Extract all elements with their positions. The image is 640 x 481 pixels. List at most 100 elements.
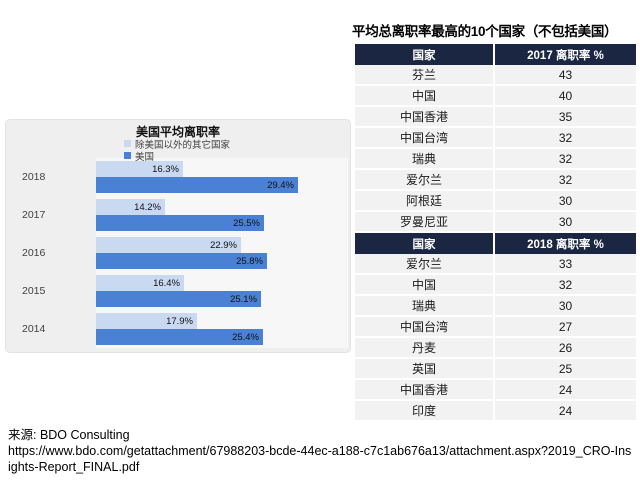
source-footer: 来源: BDO Consulting https://www.bdo.com/g…: [8, 427, 632, 475]
rate-cell: 33: [558, 256, 573, 271]
bar-us: 25.5%: [96, 215, 264, 231]
table-row: 英国 25: [355, 359, 636, 380]
bar-value-label: 29.4%: [267, 179, 294, 191]
bar-value-label: 14.2%: [134, 201, 161, 213]
rate-cell: 26: [558, 340, 573, 355]
country-cell: 瑞典: [355, 149, 495, 168]
rate-cell: 32: [558, 277, 573, 292]
bar-group-2014: 2014 17.9% 25.4%: [6, 313, 350, 345]
rate-cell: 43: [558, 67, 573, 82]
turnover-rate-table: 国家 2017 离职率 % 芬兰 43 中国 40 中国香港 35 中国台湾 32 瑞典 32 爱尔兰 3…: [355, 44, 636, 422]
rate-cell: 2017 离职率 %: [527, 49, 604, 62]
bar-group-2017: 2017 14.2% 25.5%: [6, 199, 350, 231]
rate-cell: 32: [558, 151, 573, 166]
country-cell: 中国香港: [355, 380, 495, 399]
rate-cell: 32: [558, 130, 573, 145]
bar-pair: 17.9% 25.4%: [96, 313, 263, 345]
rate-cell: 24: [558, 403, 573, 418]
country-cell: 印度: [355, 401, 495, 420]
bar-group-2016: 2016 22.9% 25.8%: [6, 237, 350, 269]
country-cell: 中国: [355, 86, 495, 105]
table-row: 芬兰 43: [355, 65, 636, 86]
rate-cell: 27: [558, 319, 573, 334]
table-row: 爱尔兰 32: [355, 170, 636, 191]
country-cell: 国家: [355, 233, 495, 254]
bar-us: 29.4%: [96, 177, 298, 193]
table-row: 中国台湾 27: [355, 317, 636, 338]
table-row: 印度 24: [355, 401, 636, 422]
rate-cell: 32: [558, 172, 573, 187]
table-header-0: 国家 2017 离职率 %: [355, 44, 636, 65]
bar-value-label: 25.8%: [236, 255, 263, 267]
country-cell: 中国台湾: [355, 317, 495, 336]
country-cell: 瑞典: [355, 296, 495, 315]
chart-legend: 除美国以外的其它国家 美国: [124, 138, 231, 163]
rate-cell: 24: [558, 382, 573, 397]
bar-value-label: 16.3%: [152, 163, 179, 175]
bar-other-countries: 17.9%: [96, 313, 197, 329]
table-row: 瑞典 32: [355, 149, 636, 170]
bar-us: 25.8%: [96, 253, 267, 269]
year-label: 2017: [22, 209, 46, 221]
table-row: 阿根廷 30: [355, 191, 636, 212]
source-url: https://www.bdo.com/getattachment/679882…: [8, 444, 632, 474]
table-row: 瑞典 30: [355, 296, 636, 317]
legend-item-us: 美国: [124, 150, 230, 163]
table-title: 平均总离职率最高的10个国家（不包括美国）: [352, 24, 618, 39]
country-cell: 英国: [355, 359, 495, 378]
table-row: 丹麦 26: [355, 338, 636, 359]
year-label: 2015: [22, 285, 46, 297]
table-row: 爱尔兰 33: [355, 254, 636, 275]
rate-cell: 40: [558, 88, 573, 103]
bar-value-label: 16.4%: [153, 277, 180, 289]
legend-swatch-us-icon: [124, 152, 131, 159]
bar-pair: 16.4% 25.1%: [96, 275, 261, 307]
bar-other-countries: 16.3%: [96, 161, 183, 177]
bar-group-2015: 2015 16.4% 25.1%: [6, 275, 350, 307]
table-header-1: 国家 2018 离职率 %: [355, 233, 636, 254]
country-cell: 中国台湾: [355, 128, 495, 147]
rate-cell: 2018 离职率 %: [527, 238, 604, 251]
year-label: 2014: [22, 323, 46, 335]
bar-value-label: 17.9%: [166, 315, 193, 327]
bar-us: 25.4%: [96, 329, 263, 345]
legend-item-other-countries: 除美国以外的其它国家: [124, 138, 231, 151]
country-cell: 中国香港: [355, 107, 495, 126]
rate-cell: 35: [558, 109, 573, 124]
legend-label-other-countries: 除美国以外的其它国家: [135, 139, 231, 151]
source-label: 来源: BDO Consulting: [8, 428, 130, 442]
chart-title: 美国平均离职率: [135, 125, 220, 139]
country-cell: 芬兰: [355, 65, 495, 84]
country-cell: 爱尔兰: [355, 170, 495, 189]
table-row: 中国香港 24: [355, 380, 636, 401]
chart-bars-area: 2018 16.3% 29.4% 2017 14.2% 25.5% 2016 22.9% 25.…: [6, 161, 350, 351]
bar-group-2018: 2018 16.3% 29.4%: [6, 161, 350, 193]
country-cell: 爱尔兰: [355, 254, 495, 273]
year-label: 2016: [22, 247, 46, 259]
bar-other-countries: 14.2%: [96, 199, 165, 215]
rate-cell: 30: [558, 214, 573, 229]
us-turnover-bar-chart: 美国平均离职率 除美国以外的其它国家 美国 2018 16.3% 29.4% 2017…: [5, 119, 351, 353]
country-cell: 罗曼尼亚: [355, 212, 495, 231]
legend-swatch-other-countries-icon: [124, 140, 131, 147]
bar-value-label: 25.1%: [230, 293, 257, 305]
rate-cell: 25: [558, 361, 573, 376]
bar-value-label: 25.4%: [232, 331, 259, 343]
country-cell: 丹麦: [355, 338, 495, 357]
country-cell: 中国: [355, 275, 495, 294]
table-row: 罗曼尼亚 30: [355, 212, 636, 233]
bar-us: 25.1%: [96, 291, 261, 307]
rate-cell: 30: [558, 298, 573, 313]
bar-value-label: 25.5%: [233, 217, 260, 229]
country-cell: 阿根廷: [355, 191, 495, 210]
table-row: 中国台湾 32: [355, 128, 636, 149]
rate-cell: 30: [558, 193, 573, 208]
bar-value-label: 22.9%: [210, 239, 237, 251]
bar-pair: 22.9% 25.8%: [96, 237, 267, 269]
bar-other-countries: 16.4%: [96, 275, 184, 291]
table-row: 中国 32: [355, 275, 636, 296]
bar-other-countries: 22.9%: [96, 237, 241, 253]
table-row: 中国香港 35: [355, 107, 636, 128]
bar-pair: 14.2% 25.5%: [96, 199, 264, 231]
